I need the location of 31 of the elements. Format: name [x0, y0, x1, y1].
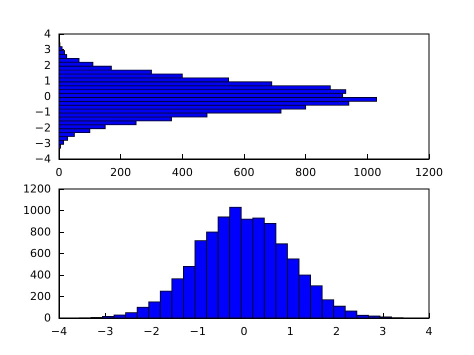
y-tick-label: 800 — [30, 226, 51, 238]
y-tick-label: 1200 — [23, 182, 51, 196]
x-tick-label: 1000 — [353, 166, 382, 179]
x-tick-label: −2 — [143, 325, 160, 338]
y-tick-label: 400 — [30, 268, 51, 282]
y-tick-label: 0 — [44, 312, 51, 324]
y-tick-label: 1000 — [23, 204, 51, 217]
x-tick-label: −3 — [97, 325, 114, 338]
y-tick-label: −3 — [34, 136, 51, 150]
y-tick-label: −4 — [34, 152, 51, 166]
y-tick-label: 2 — [44, 58, 51, 72]
x-tick-label: 2 — [333, 325, 340, 338]
x-tick-label: 3 — [379, 325, 386, 338]
x-tick-label: 1200 — [415, 166, 443, 179]
y-tick-label: −1 — [34, 106, 51, 119]
x-tick-label: 200 — [110, 166, 132, 179]
y-tick-label: 3 — [44, 43, 51, 56]
y-tick-label: 4 — [44, 28, 51, 40]
x-tick-label: 800 — [295, 166, 316, 179]
y-tick-label: 600 — [30, 247, 51, 260]
x-tick-label: 0 — [56, 166, 62, 179]
x-tick-label: 600 — [234, 166, 254, 179]
y-tick-label: 0 — [44, 90, 51, 103]
x-tick-label: −1 — [190, 325, 206, 338]
x-tick-label: 0 — [240, 325, 248, 338]
x-tick-label: 400 — [172, 166, 193, 179]
y-tick-label: 1 — [44, 74, 51, 88]
y-tick-label: 200 — [30, 290, 51, 303]
x-tick-label: 4 — [426, 325, 432, 338]
x-tick-label: 1 — [286, 325, 294, 338]
y-tick-label: −2 — [34, 121, 51, 134]
